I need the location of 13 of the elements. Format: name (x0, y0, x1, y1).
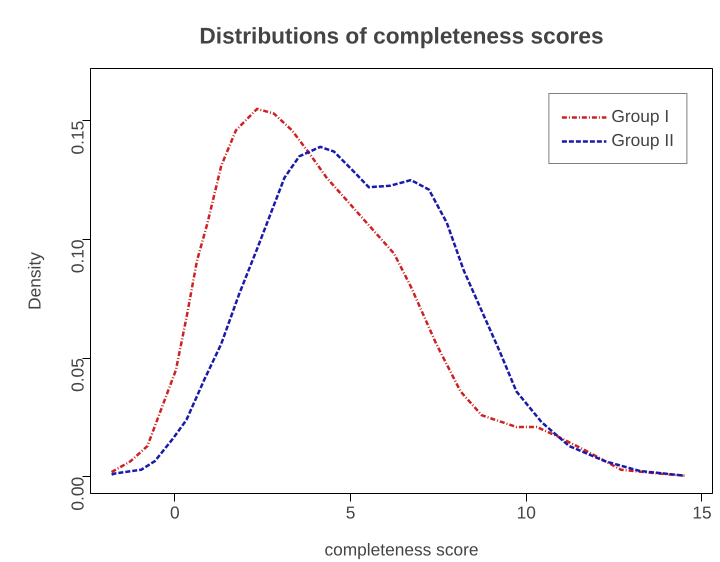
x-axis-title: completeness score (324, 540, 479, 560)
x-tick-label: 5 (346, 502, 356, 522)
y-tick-label: 0.00 (68, 476, 88, 511)
y-axis-title: Density (24, 252, 44, 310)
x-tick-label: 10 (516, 502, 536, 522)
y-tick-label: 0.10 (68, 239, 88, 274)
x-tick-label: 15 (692, 502, 712, 522)
legend-label: Group II (611, 130, 674, 151)
x-tick-label: 0 (170, 502, 180, 522)
y-tick-label: 0.15 (68, 120, 88, 154)
y-tick-label: 0.05 (68, 358, 88, 392)
chart-title: Distributions of completeness scores (199, 22, 604, 48)
legend-label: Group I (611, 106, 670, 127)
